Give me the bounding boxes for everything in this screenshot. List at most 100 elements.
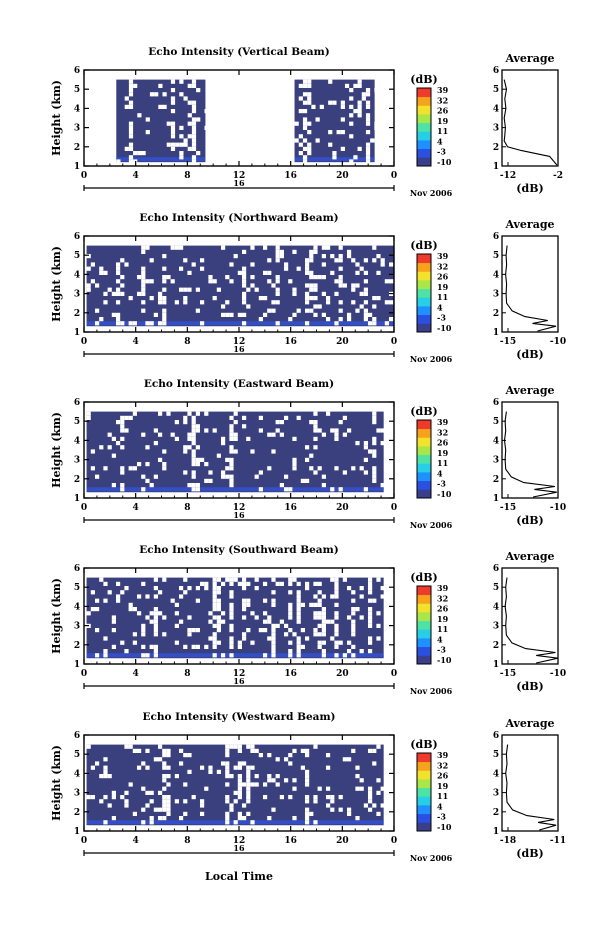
echo-gap <box>103 636 108 641</box>
echo-gap <box>153 586 158 591</box>
echo-gap <box>229 611 234 616</box>
echo-gap <box>178 816 184 821</box>
colorbar-tick-label: 32 <box>437 261 448 271</box>
echo-gap <box>86 795 91 800</box>
echo-gap <box>313 594 318 599</box>
echo-gap <box>317 466 322 471</box>
echo-gap <box>191 474 196 479</box>
echo-gap <box>229 279 234 284</box>
echo-gap <box>153 607 158 612</box>
echo-gap <box>136 275 142 280</box>
echo-gap <box>220 653 226 658</box>
echo-gap <box>321 649 326 654</box>
echo-gap <box>294 138 299 143</box>
average-x-tick-label: -15 <box>500 337 516 347</box>
echo-gap <box>141 249 146 254</box>
echo-gap <box>115 287 121 292</box>
echo-gap <box>216 607 221 612</box>
colorbar-segment <box>417 638 431 648</box>
echo-gap <box>187 615 192 620</box>
echo-gap <box>229 640 234 645</box>
echo-gap <box>204 644 209 649</box>
average-title: Average <box>504 550 554 563</box>
echo-gap <box>111 312 116 317</box>
echo-gap <box>111 291 116 296</box>
echo-gap <box>216 577 221 582</box>
echo-gap <box>328 142 333 147</box>
echo-gap <box>351 590 356 595</box>
average-y-tick-label: 6 <box>493 731 499 741</box>
echo-gap <box>250 748 255 753</box>
y-tick-label: 6 <box>74 232 80 242</box>
echo-gap <box>153 807 158 812</box>
echo-gap <box>380 428 385 433</box>
echo-gap <box>124 799 129 804</box>
echo-gap <box>196 88 201 93</box>
echo-gap <box>157 744 163 749</box>
echo-gap <box>296 611 301 616</box>
echo-gap <box>241 602 247 607</box>
echo-gap <box>225 744 230 749</box>
echo-gap <box>313 296 318 301</box>
echo-gap <box>372 304 377 309</box>
echo-gap <box>246 811 251 816</box>
echo-gap <box>120 291 125 296</box>
colorbar-tick-label: 4 <box>437 634 443 644</box>
echo-gap <box>241 581 247 586</box>
echo-gap <box>298 109 303 114</box>
echo-gap <box>212 615 217 620</box>
echo-gap <box>149 820 154 825</box>
average-frame <box>501 69 559 167</box>
x-tick-label: 20 <box>336 171 349 181</box>
echo-gap <box>229 774 234 779</box>
echo-gap <box>141 270 146 275</box>
echo-gap <box>166 142 171 147</box>
echo-gap <box>204 786 209 791</box>
echo-gap <box>250 611 255 616</box>
echo-gap <box>325 753 331 758</box>
echo-gap <box>342 653 347 658</box>
echo-gap <box>357 104 362 109</box>
echo-gap <box>317 611 322 616</box>
echo-gap <box>250 275 255 280</box>
echo-gap <box>355 308 360 313</box>
echo-gap <box>367 649 373 654</box>
colorbar-tick-label: 32 <box>437 593 448 603</box>
colorbar-tick-label: -10 <box>437 157 452 167</box>
echo-gap <box>372 453 377 458</box>
x-tick-label: 20 <box>336 503 349 513</box>
echo-gap <box>204 581 209 586</box>
echo-gap <box>334 436 339 441</box>
echo-gap <box>103 820 108 825</box>
echo-gap <box>120 487 125 492</box>
echo-gap <box>208 470 213 475</box>
average-frame <box>501 235 559 333</box>
echo-gap <box>141 644 146 649</box>
echo-gap <box>141 786 146 791</box>
echo-gap <box>258 628 263 633</box>
echo-gap <box>208 619 213 624</box>
echo-gap <box>166 807 171 812</box>
echo-gap <box>162 748 167 753</box>
echo-gap <box>313 411 318 416</box>
echo-gap <box>187 146 192 151</box>
echo-gap <box>208 478 213 483</box>
echo-gap <box>157 590 163 595</box>
echo-gap <box>178 761 184 766</box>
x-tick-label: 8 <box>184 836 190 846</box>
echo-gap <box>94 474 100 479</box>
echo-gap <box>216 602 221 607</box>
x-tick-label: 20 <box>336 669 349 679</box>
echo-gap <box>179 151 184 156</box>
colorbar-segment <box>417 770 431 780</box>
echo-gap <box>241 586 247 591</box>
echo-gap <box>296 615 301 620</box>
echo-gap <box>302 83 308 88</box>
echo-gap <box>145 803 150 808</box>
echo-gap <box>162 466 167 471</box>
echo-gap <box>325 300 331 305</box>
y-tick-label: 6 <box>74 398 80 408</box>
echo-gap <box>191 104 197 109</box>
y-tick-label: 1 <box>74 494 80 504</box>
date-label: 16 <box>233 676 245 686</box>
